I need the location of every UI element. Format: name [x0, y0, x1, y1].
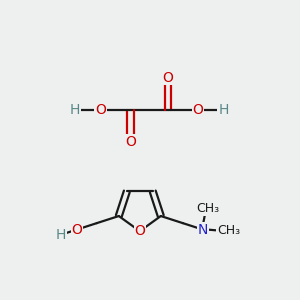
Text: O: O — [193, 103, 203, 117]
Text: N: N — [198, 223, 208, 237]
Text: O: O — [95, 103, 106, 117]
Text: H: H — [56, 228, 67, 242]
Text: H: H — [70, 103, 80, 117]
Text: O: O — [134, 224, 145, 238]
Text: CH₃: CH₃ — [196, 202, 219, 215]
Text: H: H — [218, 103, 229, 117]
Text: O: O — [162, 70, 173, 85]
Text: O: O — [71, 223, 82, 237]
Text: O: O — [125, 135, 136, 149]
Text: CH₃: CH₃ — [217, 224, 240, 237]
